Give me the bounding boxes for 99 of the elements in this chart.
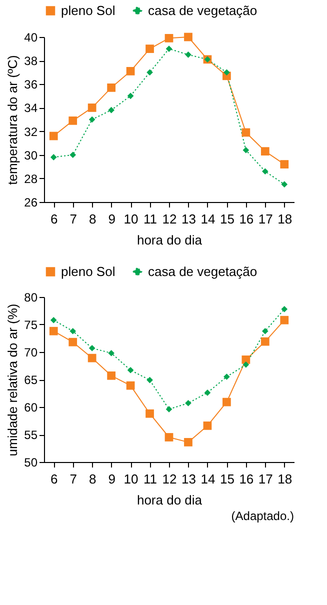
x-tick-label: 17 [258,472,273,486]
x-axis-title: hora do dia [136,492,203,508]
x-tick-label: 11 [144,212,158,226]
y-tick-label: 40 [24,30,38,44]
y-tick-label: 55 [24,428,38,442]
point [70,152,76,158]
legend-label: casa de vegetação [148,2,258,18]
point [50,316,57,324]
x-tick-label: 8 [88,212,96,226]
point [88,104,96,112]
x-tick-label: 15 [220,212,234,226]
point [242,356,250,364]
x-tick-label: 10 [124,212,138,226]
point [126,66,135,76]
point [242,361,250,368]
x-tick-label: 7 [70,472,77,486]
point [204,390,211,396]
point [107,83,116,92]
point [127,92,134,100]
x-tick-label: 6 [50,212,58,226]
point [166,406,172,412]
x-tick-label: 6 [50,472,58,486]
point [49,326,58,336]
y-tick-label: 34 [24,101,38,116]
point [166,46,172,52]
point [108,106,114,114]
point [203,422,212,430]
x-tick-label: 12 [162,212,177,226]
point [107,371,116,380]
point [49,132,58,140]
point [127,366,134,374]
x-tick-label: 15 [220,472,234,486]
point [70,328,76,334]
point [146,409,154,418]
y-tick-label: 75 [24,318,38,332]
x-tick-label: 16 [239,212,254,226]
point [184,32,192,42]
y-tick-label: 80 [24,290,38,304]
legend-label: pleno Sol [61,2,116,18]
x-tick-label: 16 [239,472,254,486]
point [88,354,96,362]
x-tick-label: 18 [278,472,292,486]
point [146,69,153,76]
point [88,344,96,352]
y-tick-label: 38 [24,54,38,68]
point [262,168,268,175]
y-axis-title: umidade relativa do ar (%) [5,304,20,456]
y-tick-label: 26 [24,196,38,210]
y-tick-label: 36 [24,78,38,92]
point [184,438,192,446]
x-tick-label: 9 [108,472,116,486]
point [88,116,96,123]
point [50,154,57,160]
y-axis-title: temperatura do ar (ºC) [5,55,20,185]
x-tick-label: 9 [108,212,116,226]
y-tick-label: 28 [24,172,38,186]
point [224,374,230,380]
y-tick-label: 70 [24,346,38,360]
x-tick-label: 18 [278,212,292,226]
legend-label: pleno Sol [61,264,116,279]
point [260,147,270,156]
point [281,181,288,188]
point [281,306,288,312]
x-tick-label: 17 [258,212,273,226]
point [68,338,78,346]
x-tick-label: 10 [124,472,138,486]
x-tick-label: 14 [200,212,216,226]
x-tick-label: 14 [200,472,216,486]
point [262,328,268,334]
point [280,160,289,168]
y-tick-label: 30 [24,148,38,162]
x-tick-label: 7 [70,212,77,226]
point [185,400,192,406]
point [224,69,230,76]
point [185,52,192,58]
point [242,128,250,137]
y-tick-label: 32 [24,124,38,139]
x-tick-label: 13 [181,472,196,486]
point [68,116,78,125]
x-tick-label: 12 [162,472,177,486]
x-tick-label: 13 [181,212,196,226]
x-tick-label: 8 [88,472,96,486]
point [260,337,270,346]
point [164,34,174,42]
point [222,398,231,406]
y-tick-label: 50 [24,456,38,470]
point [126,381,135,390]
y-tick-label: 65 [24,373,38,387]
text: (Adaptado.) [231,509,294,523]
x-tick-label: 11 [144,472,158,486]
legend-label: casa de vegetação [148,264,258,279]
x-axis-title: hora do dia [136,232,203,248]
point [108,350,114,356]
point [242,146,250,154]
point [146,44,154,53]
y-tick-label: 60 [24,400,38,414]
point [164,433,174,442]
point [280,316,289,324]
point [146,376,153,384]
